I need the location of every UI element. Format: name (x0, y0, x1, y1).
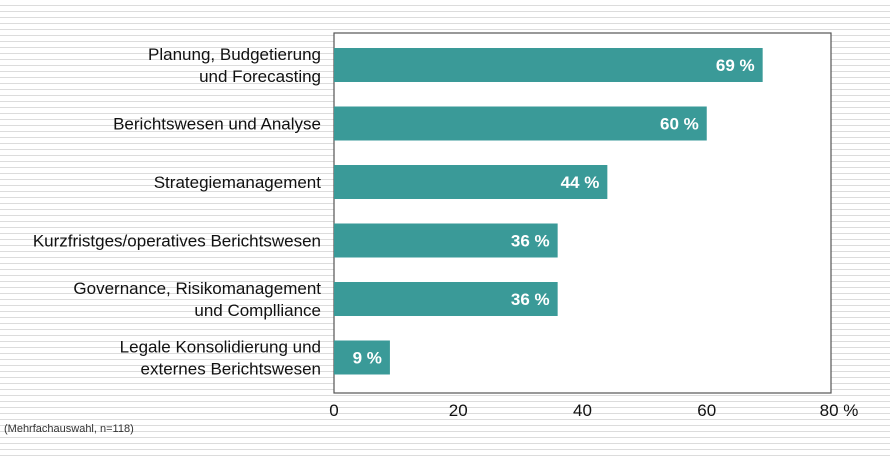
category-label-3-line-0: Kurzfristges/operatives Berichtswesen (33, 232, 321, 251)
x-axis-ticks: 0 20 40 60 80 % (329, 401, 858, 420)
value-label-4: 36 % (511, 290, 550, 309)
category-labels: Planung, Budgetierung und Forecasting Beri… (33, 45, 321, 379)
category-label-0-line-1: und Forecasting (199, 67, 321, 86)
sample-note: (Mehrfachauswahl, n=118) (4, 423, 134, 435)
bar-3 (334, 223, 558, 258)
x-tick-label-3: 60 (697, 401, 716, 420)
category-label-0-line-0: Planung, Budgetierung (148, 45, 321, 64)
value-labels: 69 % 60 % 44 % 36 % 36 % 9 % (353, 56, 755, 368)
plot-area (333, 32, 832, 394)
bar-2 (334, 165, 608, 199)
x-tick-label-0: 0 (329, 401, 338, 420)
category-label-5-line-1: externes Berichtswesen (141, 360, 321, 379)
bars-group (334, 48, 763, 375)
x-tick-label-2: 40 (573, 401, 592, 420)
bar-5 (334, 340, 390, 375)
category-label-4-line-1: und Complliance (194, 301, 321, 320)
value-label-1: 60 % (660, 115, 699, 134)
x-tick-label-4: 80 % (820, 401, 859, 420)
value-label-2: 44 % (561, 173, 600, 192)
category-label-2-line-0: Strategiemanagement (154, 173, 322, 192)
category-label-4-line-0: Governance, Risikomanagement (73, 279, 321, 298)
bar-1 (334, 106, 707, 141)
bar-0 (334, 48, 763, 82)
value-label-5: 9 % (353, 349, 382, 368)
x-tick-label-1: 20 (449, 401, 468, 420)
value-label-3: 36 % (511, 232, 550, 251)
category-label-1-line-0: Berichtswesen und Analyse (113, 115, 321, 134)
value-label-0: 69 % (716, 56, 755, 75)
category-label-5-line-0: Legale Konsolidierung und (120, 338, 321, 357)
bar-4 (334, 282, 558, 316)
